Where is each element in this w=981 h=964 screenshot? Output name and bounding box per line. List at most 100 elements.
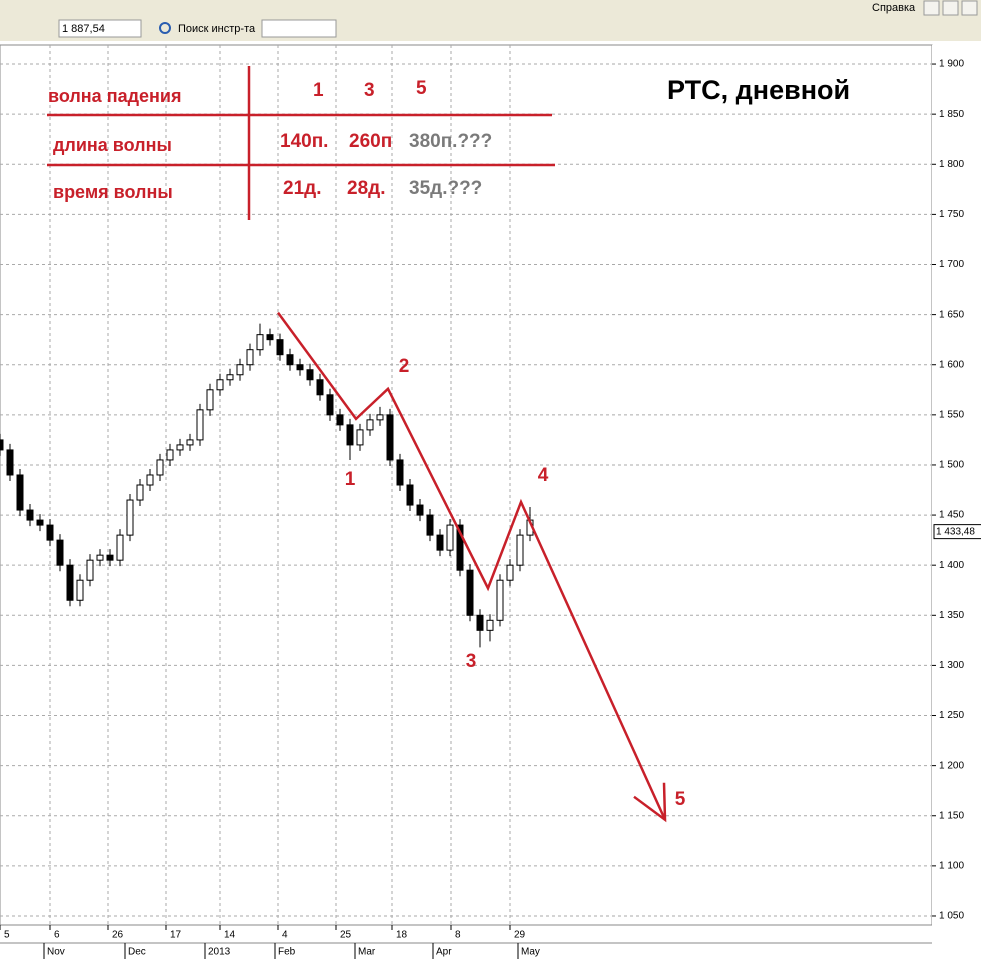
candle-body	[506, 564, 514, 581]
candle-body	[486, 619, 494, 631]
candle-body	[496, 579, 504, 621]
candle-body	[196, 409, 204, 441]
x-tick-label: 5	[4, 930, 10, 941]
candle-body	[176, 444, 184, 451]
candle-body	[16, 474, 24, 511]
plot-area	[0, 44, 933, 926]
candle-body	[56, 539, 64, 566]
candle-body	[326, 394, 334, 416]
search-label[interactable]: Поиск инстр-та	[178, 23, 256, 35]
table-cell: 140п.	[280, 131, 328, 152]
close-button[interactable]	[961, 0, 978, 16]
price-field[interactable]	[58, 19, 142, 38]
x-tick-label: 4	[282, 930, 288, 941]
y-tick-label: 1 600	[939, 359, 964, 370]
y-tick-label: 1 150	[939, 810, 964, 821]
candle-body	[76, 579, 84, 601]
chart-title: РТС, дневной	[667, 75, 850, 105]
last-price-box	[933, 524, 981, 540]
x-tick-label: 26	[112, 930, 124, 941]
candle-body	[216, 379, 224, 391]
search-icon[interactable]	[159, 22, 171, 34]
y-tick-label: 1 700	[939, 259, 964, 270]
wave-line	[276, 311, 667, 821]
wave-label: 1	[345, 469, 356, 490]
candle-body	[126, 499, 134, 536]
x-tick-label: 18	[396, 930, 408, 941]
candle-body	[426, 514, 434, 536]
candle-body	[346, 424, 354, 446]
month-label: Nov	[47, 947, 65, 958]
table-cell: 35д.???	[409, 178, 482, 199]
candle-body	[116, 534, 124, 561]
y-tick-label: 1 100	[939, 861, 964, 872]
candle-body	[46, 524, 54, 541]
candle-body	[376, 414, 384, 421]
candle-body	[396, 459, 404, 486]
y-tick-label: 1 050	[939, 911, 964, 922]
candle-body	[166, 449, 174, 461]
toolbar	[0, 18, 981, 41]
price-value: 1 887,54	[62, 23, 105, 35]
candle-body	[336, 414, 344, 426]
candle-body	[86, 559, 94, 581]
x-tick-label: 29	[514, 930, 526, 941]
x-tick-label: 25	[340, 930, 352, 941]
y-axis-area	[932, 45, 981, 959]
menu-bar	[0, 0, 981, 18]
y-tick-label: 1 800	[939, 159, 964, 170]
candle-body	[416, 504, 424, 516]
x-tick-label: 8	[455, 930, 461, 941]
y-tick-label: 1 400	[939, 560, 964, 571]
candle-body	[236, 364, 244, 376]
y-tick-label: 1 450	[939, 510, 964, 521]
candle-body	[0, 439, 4, 451]
month-label: 2013	[208, 947, 231, 958]
arrow-head	[633, 782, 667, 823]
candle-body	[256, 334, 264, 351]
candle-body	[136, 484, 144, 501]
month-label: May	[521, 947, 540, 958]
candle-body	[106, 554, 114, 561]
candle-body	[476, 614, 484, 631]
y-tick-label: 1 350	[939, 610, 964, 621]
wave-label: 4	[538, 465, 549, 486]
candle-body	[296, 364, 304, 371]
candle-body	[366, 419, 374, 431]
table-header: 5	[416, 78, 427, 99]
candle-body	[146, 474, 154, 486]
last-price-label: 1 433,48	[936, 526, 975, 537]
table-cell: 21д.	[283, 178, 321, 199]
candle-body	[286, 354, 294, 366]
candle-body	[356, 429, 364, 446]
search-field[interactable]	[261, 19, 337, 38]
candle-body	[186, 439, 194, 446]
candle-body	[156, 459, 164, 476]
table-cell: 380п.???	[409, 131, 492, 152]
minimize-button[interactable]	[923, 0, 940, 16]
candle-body	[266, 334, 274, 341]
candle-body	[66, 564, 74, 601]
restore-button[interactable]	[942, 0, 959, 16]
y-tick-label: 1 650	[939, 309, 964, 320]
y-tick-label: 1 900	[939, 59, 964, 70]
wave-label: 5	[675, 789, 686, 810]
x-tick-label: 14	[224, 930, 236, 941]
candle-body	[316, 379, 324, 396]
table-header: 1	[313, 80, 324, 101]
candle-body	[436, 534, 444, 551]
y-tick-label: 1 500	[939, 460, 964, 471]
month-label: Dec	[128, 947, 146, 958]
candle-body	[226, 374, 234, 381]
candle-body	[456, 524, 464, 571]
y-tick-label: 1 850	[939, 109, 964, 120]
candle-body	[466, 569, 474, 616]
wave-label: 2	[399, 356, 410, 377]
x-tick-label: 17	[170, 930, 182, 941]
candle-body	[246, 349, 254, 366]
candle-body	[386, 414, 394, 461]
x-tick-label: 6	[54, 930, 60, 941]
table-header: волна падения	[48, 86, 181, 106]
candle-body	[26, 509, 34, 521]
menu-item[interactable]: Справка	[872, 2, 916, 14]
